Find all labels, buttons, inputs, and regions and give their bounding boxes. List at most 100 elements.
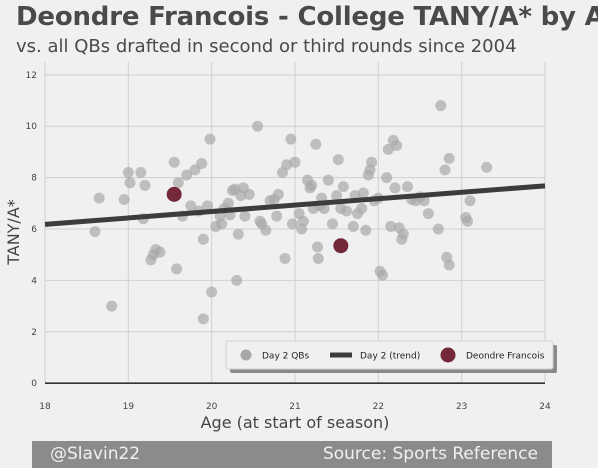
day2-point [397, 228, 409, 240]
day2-point [272, 188, 284, 200]
day2-point [93, 192, 105, 204]
day2-point [181, 169, 193, 181]
x-tick-label: 21 [289, 402, 300, 412]
day2-point [260, 224, 272, 236]
day2-point [232, 228, 244, 240]
day2-point [382, 143, 394, 155]
day2-point [279, 253, 291, 265]
day2-point [341, 205, 353, 217]
footer-bar: @Slavin22 Source: Sports Reference [32, 441, 552, 468]
day2-point [385, 220, 397, 232]
highlight-points [166, 186, 349, 254]
y-tick-label: 6 [31, 225, 37, 235]
day2-point [297, 215, 309, 227]
day2-point [402, 181, 413, 193]
day2-point [443, 259, 455, 271]
day2-point [216, 218, 228, 230]
day2-point [172, 177, 184, 189]
x-tick-label: 18 [39, 402, 51, 412]
day2-point [435, 100, 447, 112]
x-tick-label: 20 [206, 402, 218, 412]
day2-point [135, 166, 147, 178]
day2-point [154, 246, 166, 258]
day2-point [422, 208, 434, 220]
day2-point [318, 202, 330, 214]
day2-point [464, 195, 476, 207]
legend-label-day2: Day 2 QBs [262, 352, 309, 362]
trend-line-path [44, 183, 546, 227]
day2-point [331, 190, 343, 202]
day2-point [124, 177, 136, 189]
day2-point [439, 164, 451, 176]
day2-point [418, 195, 430, 207]
legend: Day 2 QBs Day 2 (trend) Deondre Francois [225, 340, 557, 373]
day2-point [287, 218, 298, 230]
x-tick-label: 19 [123, 402, 135, 412]
day2-point [139, 179, 151, 191]
day2-point [271, 210, 283, 222]
day2-point [360, 224, 372, 236]
day2-point [197, 233, 209, 245]
day2-point [168, 156, 180, 168]
highlight-point [166, 186, 182, 202]
day2-point [443, 152, 455, 164]
day2-point [185, 200, 197, 212]
day2-point [281, 159, 293, 171]
day2-point [322, 174, 334, 186]
footer-credit: @Slavin22 [50, 444, 141, 464]
chart-title: Deondre Francois - College TANY/A* by Ag… [16, 2, 598, 32]
day2-point [89, 226, 101, 238]
day2-point [289, 156, 301, 168]
day2-point [377, 269, 388, 281]
y-tick-label: 0 [31, 379, 37, 389]
footer-source: Source: Sports Reference [322, 444, 538, 464]
x-tick-label: 23 [456, 402, 467, 412]
day2-point [391, 140, 403, 151]
day2-point [357, 187, 369, 199]
day2-point [118, 193, 130, 205]
day2-point [366, 156, 378, 168]
day2-point [122, 166, 134, 178]
day2-point [243, 188, 255, 200]
day2-point [312, 253, 324, 265]
y-axis-label: TANY/A* [4, 199, 23, 266]
y-tick-label: 8 [31, 174, 37, 184]
day2-point [204, 133, 216, 145]
day2-point [252, 120, 263, 132]
day2-point [310, 138, 322, 150]
day2-point [197, 313, 209, 325]
legend-marker-day2 [240, 349, 252, 361]
legend-label-highlight: Deondre Francois [466, 352, 545, 362]
y-tick-label: 10 [26, 122, 38, 132]
day2-point [312, 241, 323, 253]
legend-box [225, 340, 554, 370]
day2-point [389, 182, 401, 194]
day2-point [327, 218, 338, 230]
legend-label-trend: Day 2 (trend) [360, 352, 420, 362]
day2-point [239, 210, 251, 222]
day2-point [337, 181, 349, 193]
trend-line [44, 183, 546, 227]
y-tick-label: 2 [31, 328, 37, 338]
x-tick-label: 24 [539, 402, 551, 412]
day2-point [432, 223, 444, 235]
day2-point [222, 197, 234, 209]
day2-point [481, 161, 493, 173]
day2-point [106, 300, 118, 312]
day2-point [462, 215, 473, 227]
day2-points [89, 100, 493, 325]
x-axis-label: Age (at start of season) [201, 413, 390, 432]
day2-point [306, 179, 318, 191]
y-tick-label: 12 [26, 71, 37, 81]
day2-point [206, 286, 218, 298]
highlight-point [333, 238, 349, 254]
legend-marker-highlight [440, 347, 456, 363]
day2-point [196, 157, 208, 169]
day2-point [202, 200, 213, 212]
day2-point [347, 220, 359, 232]
day2-point [356, 202, 368, 214]
day2-point [231, 274, 243, 286]
y-tick-label: 4 [31, 276, 37, 286]
